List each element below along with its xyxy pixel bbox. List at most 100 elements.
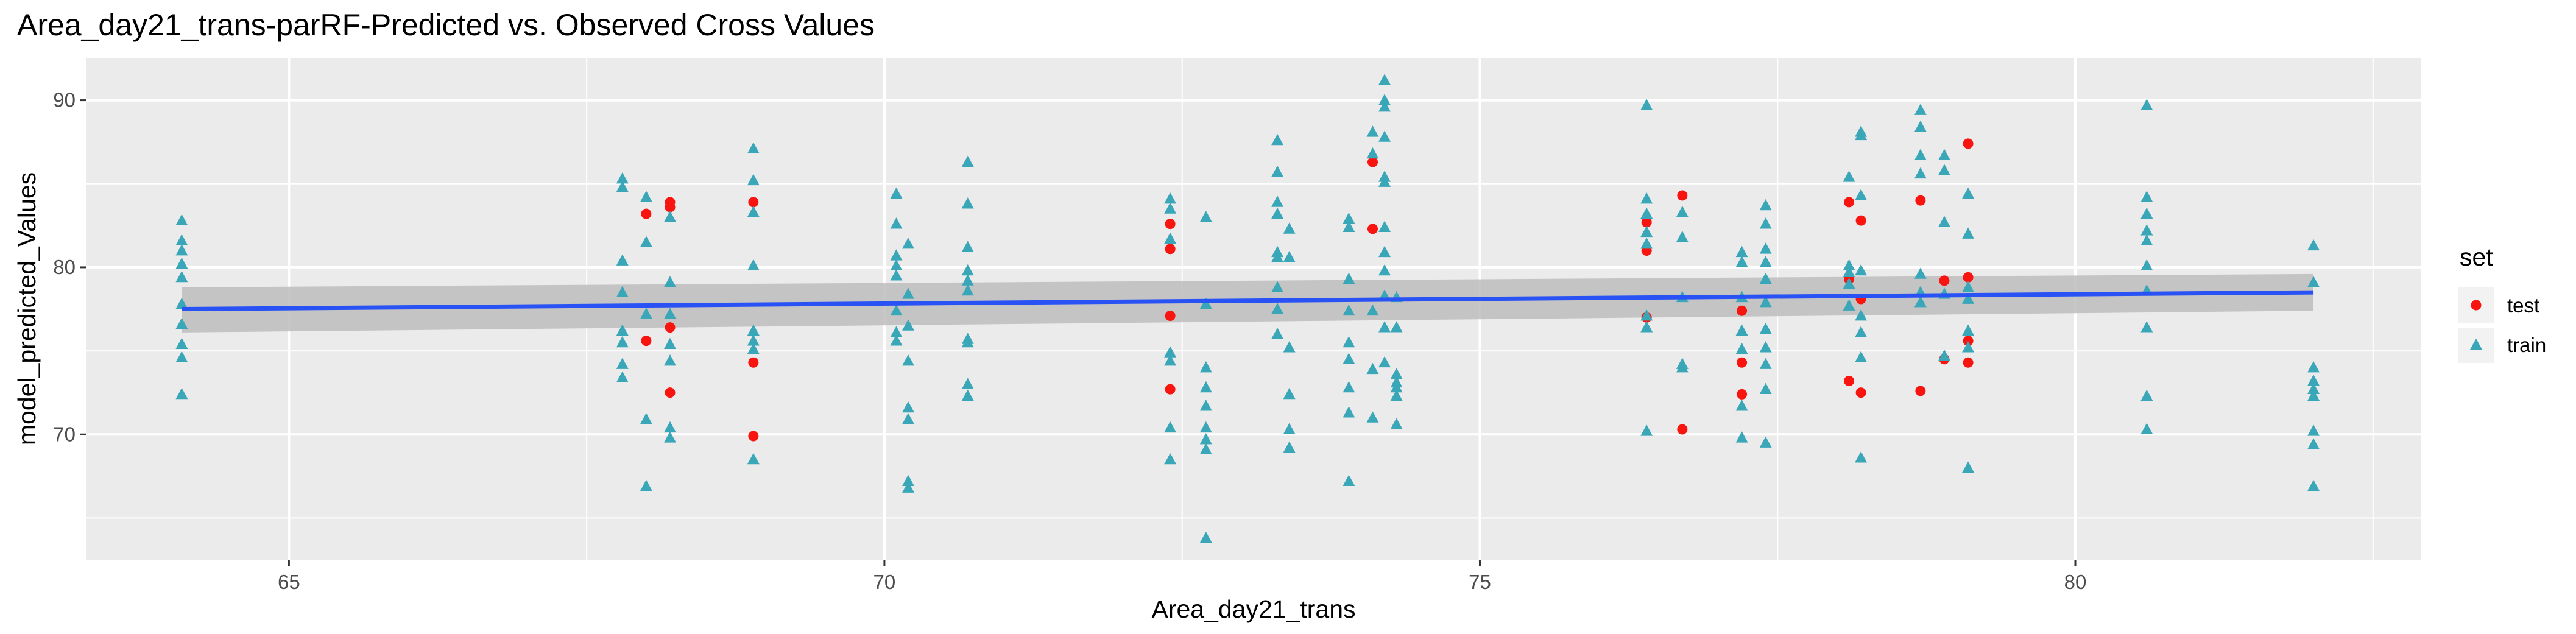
point-train [1343, 272, 1355, 284]
point-train [1914, 149, 1927, 160]
point-train [1759, 382, 1772, 395]
point-train [616, 336, 629, 348]
point-train [1962, 227, 1975, 239]
point-train [890, 326, 903, 337]
point-train [1914, 167, 1927, 179]
point-train [1676, 361, 1689, 373]
point-train [1343, 220, 1355, 232]
point-train [961, 197, 974, 209]
point-train [1283, 341, 1296, 353]
point-train [1855, 351, 1868, 362]
point-train [890, 259, 903, 271]
point-test [1915, 195, 1926, 206]
point-train [1283, 441, 1296, 453]
point-train [1343, 212, 1355, 224]
point-train [1390, 389, 1403, 401]
point-train [640, 308, 652, 319]
point-train [1199, 443, 1212, 454]
point-train [902, 238, 914, 249]
point-train [1378, 220, 1391, 232]
point-test [1737, 389, 1748, 400]
point-train [1855, 326, 1868, 337]
point-train [747, 142, 760, 154]
point-train [1914, 120, 1927, 132]
point-train [1283, 222, 1296, 234]
point-train [1735, 342, 1748, 354]
point-train [1843, 171, 1855, 182]
point-train [1378, 264, 1391, 276]
point-test [1855, 387, 1866, 398]
point-train [640, 413, 652, 424]
point-train [616, 324, 629, 336]
point-test [665, 322, 676, 333]
point-train [175, 244, 188, 256]
point-train [1843, 259, 1855, 271]
point-train [1759, 436, 1772, 448]
x-tick-label: 80 [2064, 571, 2087, 593]
point-train [175, 337, 188, 349]
point-train [175, 257, 188, 269]
y-tick-label: 70 [53, 423, 76, 445]
point-train [1378, 94, 1391, 105]
point-train [664, 337, 676, 349]
point-test [665, 197, 676, 208]
point-train [1164, 232, 1177, 244]
point-train [1199, 421, 1212, 433]
point-train [1343, 304, 1355, 316]
point-train [1843, 299, 1855, 311]
x-tick-label: 75 [1469, 571, 1491, 593]
point-train [1640, 309, 1653, 321]
point-test [1165, 310, 1176, 321]
point-test [1963, 336, 1974, 347]
point-train [2140, 234, 2153, 245]
point-train [1271, 281, 1284, 292]
point-train [2307, 276, 2320, 287]
point-train [2140, 99, 2153, 110]
point-train [1914, 296, 1927, 308]
legend-item-test: test [2458, 287, 2539, 323]
point-train [1640, 99, 1653, 110]
point-test [1939, 275, 1950, 286]
point-train [1640, 321, 1653, 333]
data-points [175, 74, 2320, 543]
fit-line-group [182, 290, 2314, 311]
point-train [890, 187, 903, 199]
x-axis-title: Area_day21_trans [1151, 595, 1355, 623]
point-train [1855, 264, 1868, 276]
point-train [1283, 423, 1296, 434]
point-train [1390, 418, 1403, 429]
point-train [175, 214, 188, 225]
point-train [1378, 245, 1391, 258]
point-train [1962, 324, 1975, 336]
point-train [1640, 207, 1653, 219]
point-train [961, 284, 974, 296]
point-train [890, 217, 903, 229]
point-train [902, 354, 914, 366]
point-train [1271, 166, 1284, 177]
point-train [1390, 381, 1403, 393]
point-test [748, 431, 759, 442]
point-train [1271, 328, 1284, 339]
point-train [2140, 321, 2153, 333]
point-train [1735, 245, 1748, 258]
point-train [664, 431, 676, 443]
point-train [1843, 266, 1855, 278]
point-test [748, 357, 759, 368]
point-train [616, 180, 629, 192]
legend-label-train: train [2507, 334, 2546, 356]
point-train [1164, 453, 1177, 465]
point-train [747, 453, 760, 465]
point-train [1378, 74, 1391, 85]
point-train [175, 317, 188, 329]
point-train [2307, 361, 2320, 373]
point-train [664, 308, 676, 319]
point-train [1283, 250, 1296, 262]
point-train [1343, 474, 1355, 486]
point-test [1367, 157, 1378, 167]
point-train [640, 191, 652, 202]
point-train [664, 211, 676, 222]
point-train [961, 336, 974, 348]
point-train [1271, 303, 1284, 314]
point-train [1735, 400, 1748, 411]
